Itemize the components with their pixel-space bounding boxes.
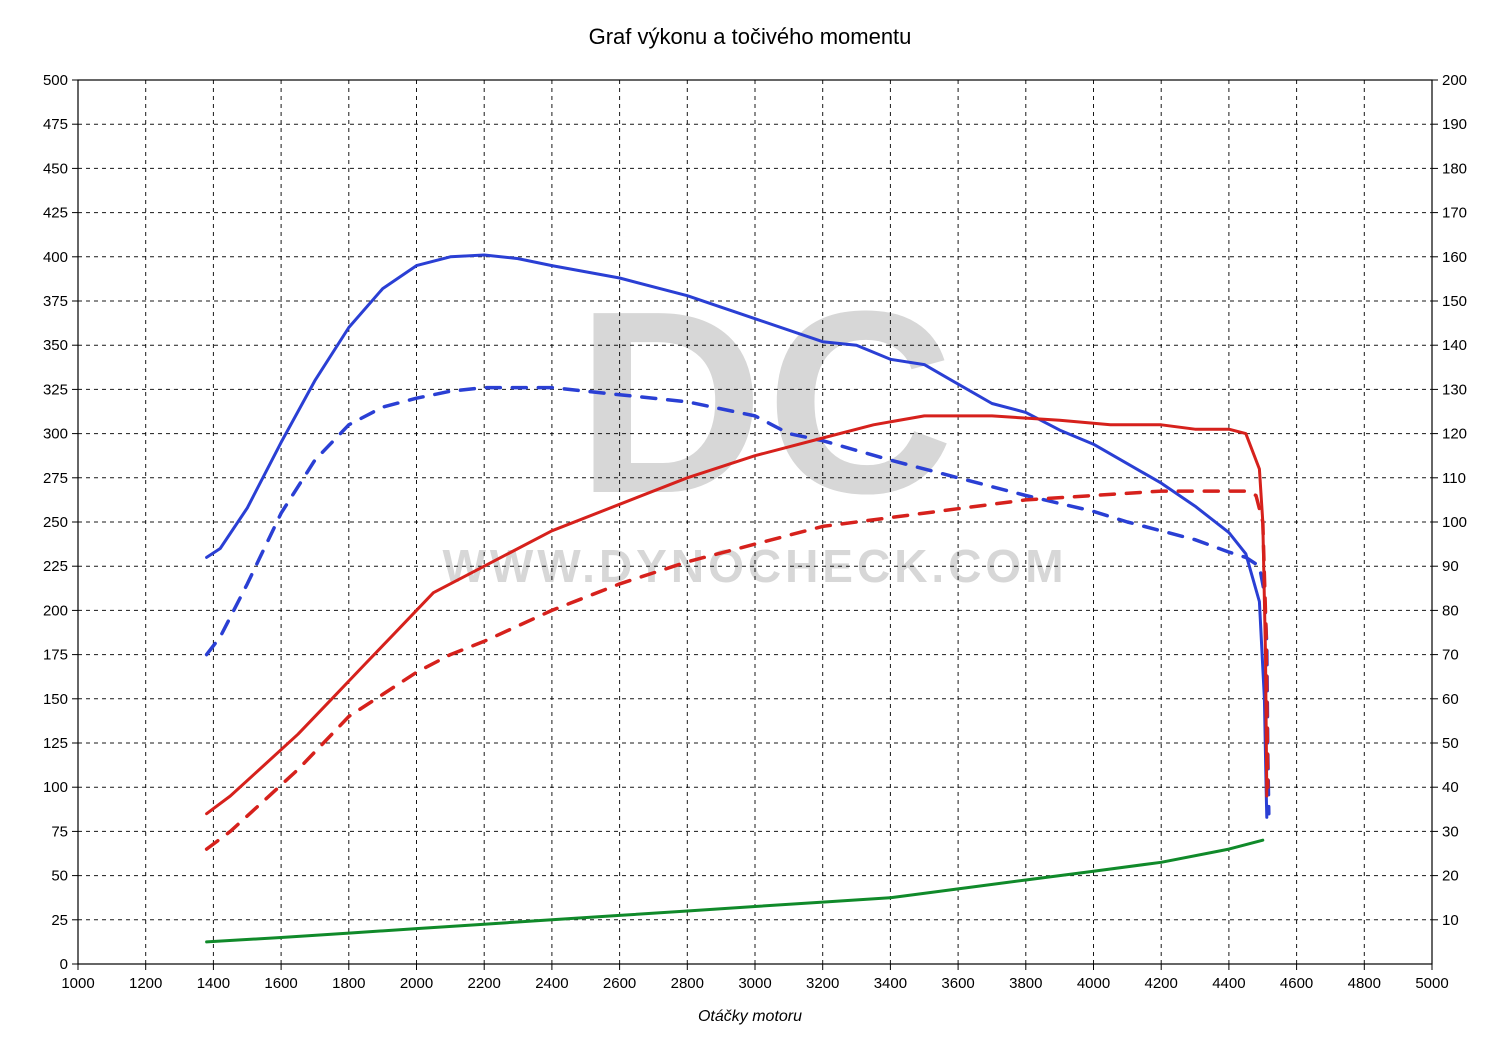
x-tick-label: 1800	[332, 975, 365, 992]
y-right-tick-label: 100	[1442, 514, 1467, 531]
y-right-tick-label: 140	[1442, 337, 1467, 354]
x-tick-label: 4400	[1212, 975, 1245, 992]
y-right-tick-label: 160	[1442, 249, 1467, 266]
y-left-tick-label: 250	[43, 514, 68, 531]
y-left-tick-label: 500	[43, 72, 68, 89]
x-tick-label: 4600	[1280, 975, 1313, 992]
x-tick-label: 1400	[197, 975, 230, 992]
x-tick-label: 3400	[874, 975, 907, 992]
x-tick-label: 5000	[1415, 975, 1448, 992]
y-left-tick-label: 425	[43, 205, 68, 222]
y-left-tick-label: 0	[60, 956, 68, 973]
x-tick-label: 2600	[603, 975, 636, 992]
y-left-tick-label: 300	[43, 426, 68, 443]
x-tick-label: 2200	[468, 975, 501, 992]
y-left-tick-label: 275	[43, 470, 68, 487]
y-left-tick-label: 125	[43, 735, 68, 752]
chart-svg: DCWWW.DYNOCHECK.COM100012001400160018002…	[0, 0, 1500, 1040]
y-right-tick-label: 20	[1442, 868, 1459, 885]
x-tick-label: 2400	[535, 975, 568, 992]
y-right-tick-label: 200	[1442, 72, 1467, 89]
y-left-tick-label: 175	[43, 647, 68, 664]
y-right-tick-label: 60	[1442, 691, 1459, 708]
y-right-tick-label: 120	[1442, 426, 1467, 443]
x-tick-label: 3800	[1009, 975, 1042, 992]
x-tick-label: 3200	[806, 975, 839, 992]
x-tick-label: 2000	[400, 975, 433, 992]
y-right-tick-label: 80	[1442, 602, 1459, 619]
y-right-tick-label: 40	[1442, 779, 1459, 796]
y-right-tick-label: 180	[1442, 160, 1467, 177]
x-tick-label: 1000	[61, 975, 94, 992]
y-right-tick-label: 10	[1442, 912, 1459, 929]
x-tick-label: 4200	[1145, 975, 1178, 992]
y-left-tick-label: 375	[43, 293, 68, 310]
y-left-tick-label: 50	[51, 868, 68, 885]
dyno-chart: Graf výkonu a točivého momentu Točivý mo…	[0, 0, 1500, 1040]
x-tick-label: 4800	[1348, 975, 1381, 992]
y-right-tick-label: 150	[1442, 293, 1467, 310]
x-tick-label: 4000	[1077, 975, 1110, 992]
x-tick-label: 2800	[671, 975, 704, 992]
x-tick-label: 3000	[738, 975, 771, 992]
y-right-tick-label: 190	[1442, 116, 1467, 133]
x-tick-label: 1600	[264, 975, 297, 992]
y-right-tick-label: 50	[1442, 735, 1459, 752]
y-left-tick-label: 200	[43, 602, 68, 619]
y-right-tick-label: 170	[1442, 205, 1467, 222]
y-left-tick-label: 475	[43, 116, 68, 133]
y-right-tick-label: 110	[1442, 470, 1466, 487]
y-left-tick-label: 350	[43, 337, 68, 354]
y-right-tick-label: 130	[1442, 381, 1467, 398]
y-left-tick-label: 100	[43, 779, 68, 796]
y-right-tick-label: 70	[1442, 647, 1459, 664]
y-left-tick-label: 225	[43, 558, 68, 575]
y-right-tick-label: 90	[1442, 558, 1459, 575]
y-left-tick-label: 450	[43, 160, 68, 177]
y-left-tick-label: 75	[51, 823, 68, 840]
y-left-tick-label: 150	[43, 691, 68, 708]
y-left-tick-label: 325	[43, 381, 68, 398]
x-tick-label: 3600	[941, 975, 974, 992]
y-right-tick-label: 30	[1442, 823, 1459, 840]
x-tick-label: 1200	[129, 975, 162, 992]
y-left-tick-label: 25	[51, 912, 68, 929]
y-left-tick-label: 400	[43, 249, 68, 266]
